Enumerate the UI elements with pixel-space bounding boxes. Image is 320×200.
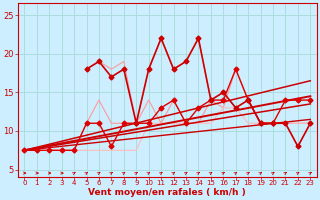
X-axis label: Vent moyen/en rafales ( km/h ): Vent moyen/en rafales ( km/h ) — [88, 188, 246, 197]
